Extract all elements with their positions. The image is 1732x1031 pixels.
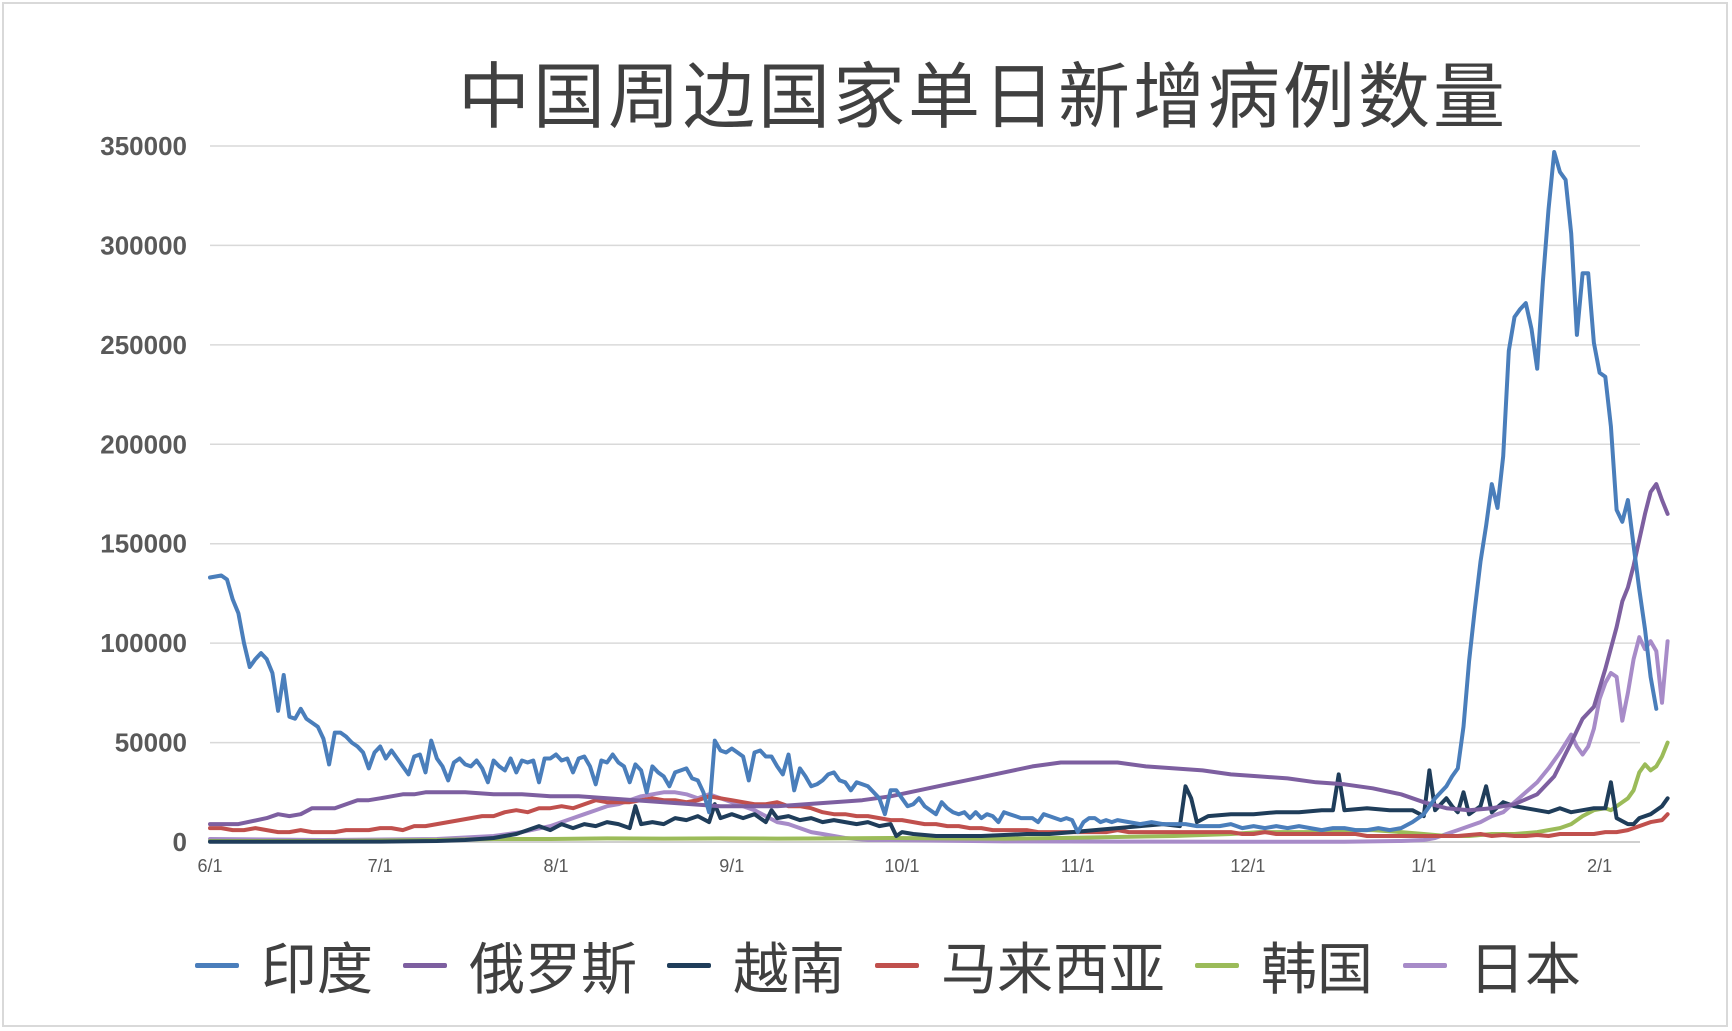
x-tick-label: 8/1	[543, 856, 568, 876]
y-tick-label: 50000	[115, 728, 187, 758]
series-line-0	[208, 150, 1659, 835]
legend-label: 印度	[261, 937, 373, 1003]
legend-label: 越南	[733, 937, 845, 1003]
legend-item: 日本	[1403, 925, 1581, 1006]
legend-item: 马来西亚	[875, 925, 1165, 1006]
y-tick-label: 350000	[100, 131, 187, 161]
y-tick-label: 250000	[100, 330, 187, 360]
y-tick-label: 100000	[100, 628, 187, 658]
x-tick-label: 9/1	[719, 856, 744, 876]
legend-swatch	[667, 962, 711, 968]
series-line-1	[208, 482, 1670, 827]
legend-label: 马来西亚	[941, 937, 1165, 1003]
y-tick-label: 150000	[100, 529, 187, 559]
x-tick-label: 7/1	[368, 856, 393, 876]
y-tick-label: 200000	[100, 429, 187, 459]
legend-swatch	[875, 962, 919, 968]
x-tick-label: 1/1	[1411, 856, 1436, 876]
legend-item: 印度	[195, 925, 373, 1006]
legend-item: 越南	[667, 925, 845, 1006]
y-tick-label: 0	[173, 827, 187, 857]
chart-legend: 印度 俄罗斯 越南 马来西亚 韩国 日本	[195, 930, 1581, 1003]
series-line-3	[208, 794, 1670, 838]
legend-label: 韩国	[1261, 937, 1373, 1003]
legend-label: 日本	[1469, 937, 1581, 1003]
legend-item: 韩国	[1195, 925, 1373, 1006]
x-tick-label: 11/1	[1061, 856, 1095, 876]
legend-swatch	[1403, 962, 1447, 968]
x-tick-label: 6/1	[197, 856, 222, 876]
series-line-4	[208, 740, 1670, 843]
legend-item: 俄罗斯	[403, 925, 637, 1006]
legend-swatch	[403, 962, 447, 968]
x-tick-label: 12/1	[1230, 856, 1265, 876]
legend-swatch	[1195, 962, 1239, 968]
legend-swatch	[195, 962, 239, 968]
x-tick-label: 2/1	[1587, 856, 1612, 876]
y-tick-label: 300000	[100, 230, 187, 260]
series-line-2	[208, 768, 1670, 844]
legend-label: 俄罗斯	[469, 937, 637, 1003]
chart-title: 中国周边国家单日新增病例数量	[457, 55, 1508, 139]
x-tick-label: 10/1	[884, 856, 919, 876]
